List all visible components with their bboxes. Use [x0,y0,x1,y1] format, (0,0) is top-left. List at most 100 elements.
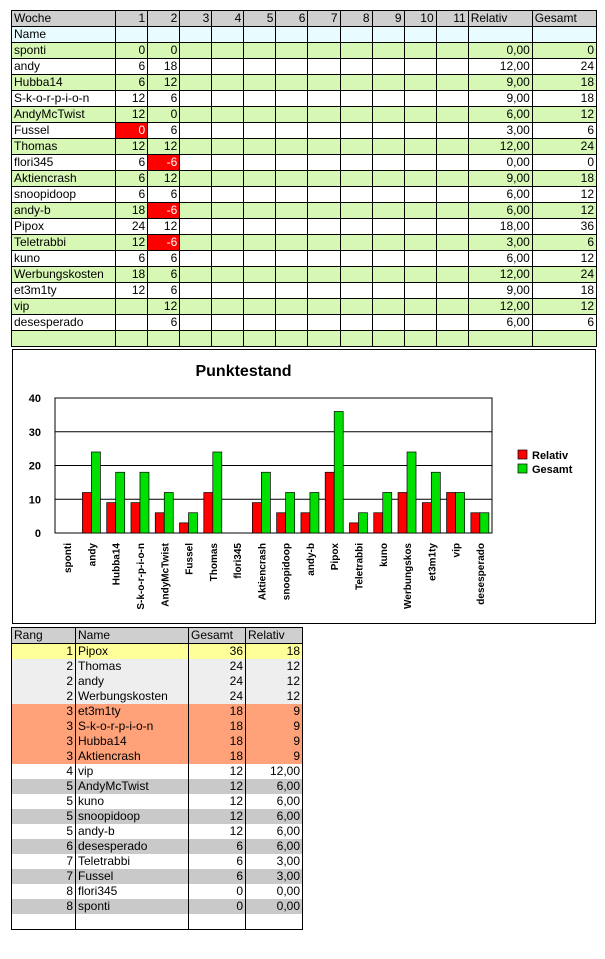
week-3-score [179,154,213,171]
week-11-score [435,282,469,299]
week-3-score [179,170,213,187]
week-3-score [179,266,213,283]
week-3-score [179,234,213,251]
bar-gesamt [382,492,393,534]
week-2-score: 6 [147,122,181,139]
week-3-score [179,138,213,155]
week-1-score: 12 [115,282,149,299]
week-6-score [275,234,309,251]
y-tick-label: 20 [29,461,41,473]
week-1-score [115,298,149,315]
week-3-score [179,122,213,139]
empty-cell [307,330,341,347]
gesamt-score: 6 [531,314,598,331]
week-7-score [307,90,341,107]
bar-gesamt [139,471,150,534]
week-11-score [435,138,469,155]
week-2-score: 6 [147,282,181,299]
week-1-score: 6 [115,170,149,187]
x-tick-label: sponti [63,543,74,573]
gesamt-score: 24 [531,266,598,283]
relativ-score: 6,00 [467,202,533,219]
table-row: desesperado 6 6,00 6 [10,314,598,331]
week-4-score [211,202,245,219]
week-8-score [339,186,373,203]
relativ-score: 6,00 [467,250,533,267]
week-4-score [211,170,245,187]
week-2-score: -6 [147,154,181,171]
gesamt-score: 36 [531,218,598,235]
week-9-score [371,186,405,203]
x-tick-label: Fussel [185,543,196,575]
legend-label: Relativ [532,450,569,462]
ranking-row: 4 vip 12 12,00 [11,764,303,779]
player-name: S-k-o-r-p-i-o-n [75,719,189,734]
week-7-score [307,122,341,139]
week-9-score [371,74,405,91]
week-7-score [307,186,341,203]
rank: 2 [11,659,76,674]
gesamt-score: 0 [188,899,246,914]
relativ-score: 12 [245,689,303,704]
gesamt-score: 6 [188,854,246,869]
relativ-score: 9 [245,749,303,764]
gesamt-score: 18 [531,170,598,187]
week-3-score [179,58,213,75]
week-9-score [371,42,405,59]
week-3-score [179,218,213,235]
x-tick-label: Pipox [330,543,341,571]
table-row: AndyMcTwist 12 0 6,00 12 [10,106,598,123]
week-7-score [307,266,341,283]
bar-gesamt [212,451,223,534]
week-8-score [339,58,373,75]
week-10-score [403,314,437,331]
relativ-score: 6,00 [467,186,533,203]
week-7-score [307,106,341,123]
bar-relativ [179,522,189,534]
week-1-score: 0 [115,122,149,139]
rank: 6 [11,839,76,854]
week-9-score [371,90,405,107]
gesamt-score: 12 [188,809,246,824]
gesamt-score: 36 [188,643,246,659]
header-week-6: 6 [275,10,309,27]
relativ-score: 9,00 [467,170,533,187]
bar-gesamt [333,411,344,534]
x-tick-label: desesperado [476,543,487,605]
relativ-score: 9,00 [467,282,533,299]
week-11-score [435,298,469,315]
filler-row [10,330,598,347]
week-1-score: 12 [115,138,149,155]
week-10-score [403,250,437,267]
week-5-score [243,170,277,187]
bar-relativ [154,512,165,534]
week-5-score [243,186,277,203]
week-2-score: 0 [147,42,181,59]
header-week-11: 11 [435,10,469,27]
week-5-score [243,154,277,171]
week-10-score [403,234,437,251]
week-10-score [403,106,437,123]
legend-swatch [517,449,528,460]
player-name: Aktiencrash [10,170,117,187]
rank: 5 [11,824,76,839]
x-tick-label: Werbungskos [403,543,414,609]
week-6-score [275,266,309,283]
header-gesamt: Gesamt [188,627,246,644]
week-8-score [339,42,373,59]
week-11-score [435,42,469,59]
player-name: Werbungskosten [10,266,117,283]
empty-cell [371,26,405,43]
week-3-score [179,202,213,219]
relativ-score: 9,00 [467,90,533,107]
week-header-row: Woche 1 2 3 4 5 6 7 8 9 10 11 Relativ Ge… [10,10,598,27]
ranking-row: 3 S-k-o-r-p-i-o-n 18 9 [11,719,303,734]
empty-cell [275,26,309,43]
week-2-score: 18 [147,58,181,75]
ranking-row: 8 flori345 0 0,00 [11,884,303,899]
week-8-score [339,138,373,155]
relativ-score: 9 [245,704,303,719]
week-1-score: 0 [115,42,149,59]
player-name: Teletrabbi [10,234,117,251]
week-1-score: 6 [115,58,149,75]
